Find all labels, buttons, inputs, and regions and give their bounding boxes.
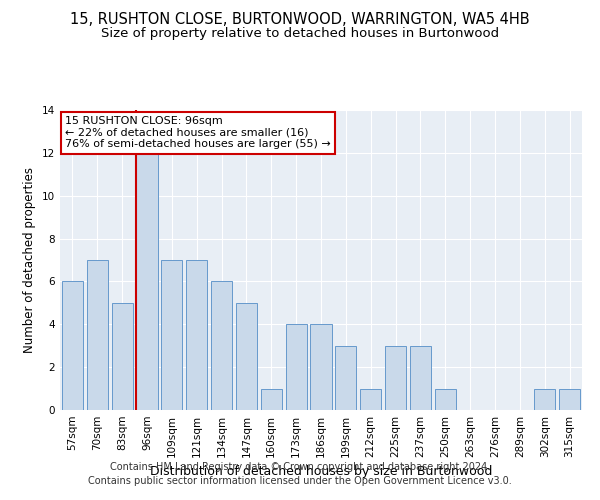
Bar bbox=[385, 346, 406, 410]
Bar bbox=[534, 388, 555, 410]
Bar bbox=[112, 303, 133, 410]
Bar bbox=[435, 388, 456, 410]
Text: 15, RUSHTON CLOSE, BURTONWOOD, WARRINGTON, WA5 4HB: 15, RUSHTON CLOSE, BURTONWOOD, WARRINGTO… bbox=[70, 12, 530, 28]
Text: Contains public sector information licensed under the Open Government Licence v3: Contains public sector information licen… bbox=[88, 476, 512, 486]
Bar bbox=[310, 324, 332, 410]
Text: Size of property relative to detached houses in Burtonwood: Size of property relative to detached ho… bbox=[101, 28, 499, 40]
Bar bbox=[261, 388, 282, 410]
Bar bbox=[161, 260, 182, 410]
Bar bbox=[186, 260, 207, 410]
Y-axis label: Number of detached properties: Number of detached properties bbox=[23, 167, 37, 353]
Bar bbox=[286, 324, 307, 410]
Bar bbox=[136, 153, 158, 410]
X-axis label: Distribution of detached houses by size in Burtonwood: Distribution of detached houses by size … bbox=[150, 466, 492, 478]
Bar bbox=[236, 303, 257, 410]
Bar bbox=[87, 260, 108, 410]
Bar bbox=[335, 346, 356, 410]
Bar bbox=[211, 282, 232, 410]
Text: 15 RUSHTON CLOSE: 96sqm
← 22% of detached houses are smaller (16)
76% of semi-de: 15 RUSHTON CLOSE: 96sqm ← 22% of detache… bbox=[65, 116, 331, 149]
Bar bbox=[410, 346, 431, 410]
Text: Contains HM Land Registry data © Crown copyright and database right 2024.: Contains HM Land Registry data © Crown c… bbox=[110, 462, 490, 472]
Bar bbox=[62, 282, 83, 410]
Bar bbox=[559, 388, 580, 410]
Bar bbox=[360, 388, 381, 410]
